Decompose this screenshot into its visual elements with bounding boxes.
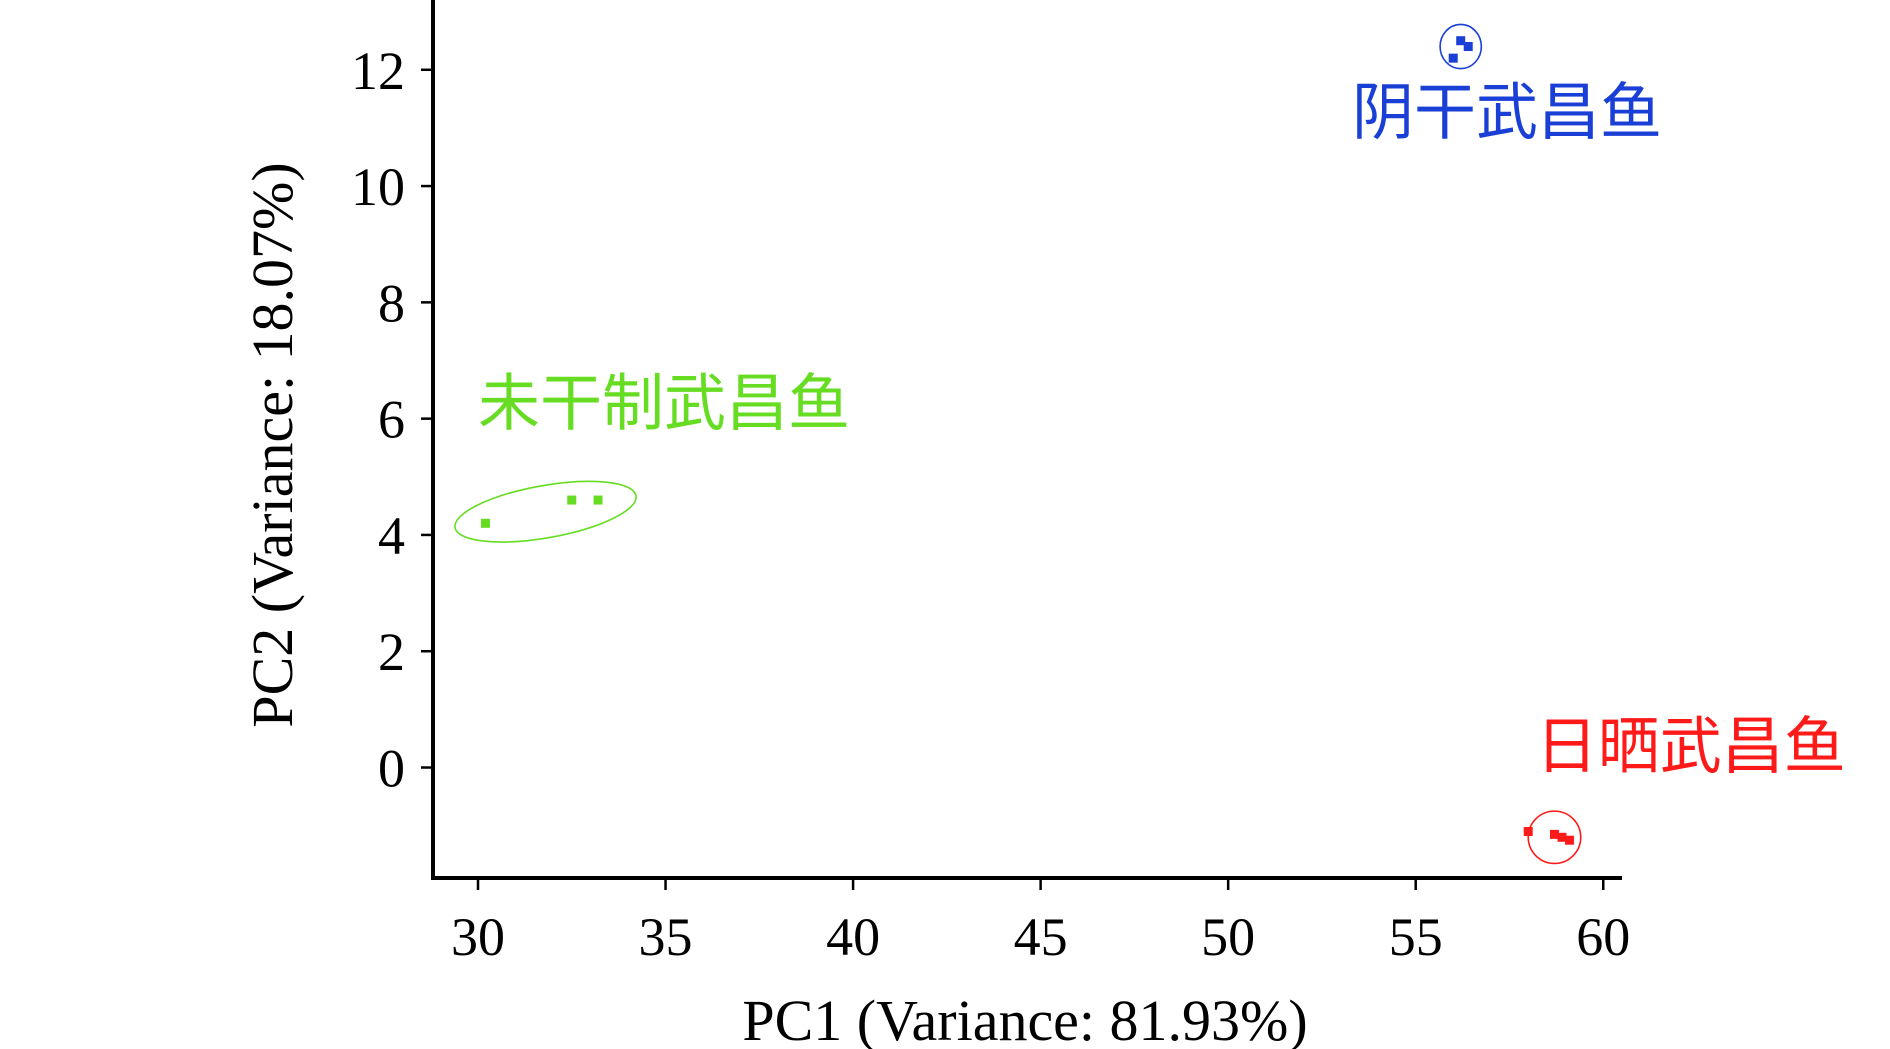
data-point [567,495,577,505]
x-tick-label: 30 [451,907,505,967]
confidence-ellipse [1439,23,1483,70]
y-tick-label: 4 [378,506,405,566]
data-point [1564,835,1574,845]
axes [431,0,1622,880]
y-ticks: 0 2 4 6 8 10 12 [351,41,433,799]
y-tick-label: 8 [378,273,405,333]
y-tick-label: 10 [351,157,405,217]
confidence-ellipse [1527,810,1582,865]
x-tick-label: 35 [639,907,693,967]
data-point [481,518,491,528]
x-axis-title: PC1 (Variance: 81.93%) [742,988,1307,1049]
data-point [1523,826,1533,836]
data-point [593,495,603,505]
group-label: 阴干武昌鱼 [1352,76,1662,149]
y-tick-label: 12 [351,41,405,101]
group-label: 日晒武昌鱼 [1536,710,1846,783]
y-tick-label: 6 [378,390,405,450]
data-point [1456,36,1466,46]
x-tick-label: 40 [826,907,880,967]
confidence-ellipse [454,480,637,543]
y-tick-label: 0 [378,739,405,799]
data-point [1557,832,1567,842]
x-tick-label: 45 [1014,907,1068,967]
y-axis-title: PC2 (Variance: 18.07%) [240,162,305,727]
data-point [1448,53,1458,63]
x-tick-label: 50 [1201,907,1255,967]
data-point [1549,829,1559,839]
y-tick-label: 2 [378,622,405,682]
x-tick-label: 55 [1389,907,1443,967]
x-ticks: 30 35 40 45 50 55 60 [451,878,1630,967]
x-tick-label: 60 [1576,907,1630,967]
group-label: 未干制武昌鱼 [478,366,850,439]
data-point [1463,42,1473,52]
